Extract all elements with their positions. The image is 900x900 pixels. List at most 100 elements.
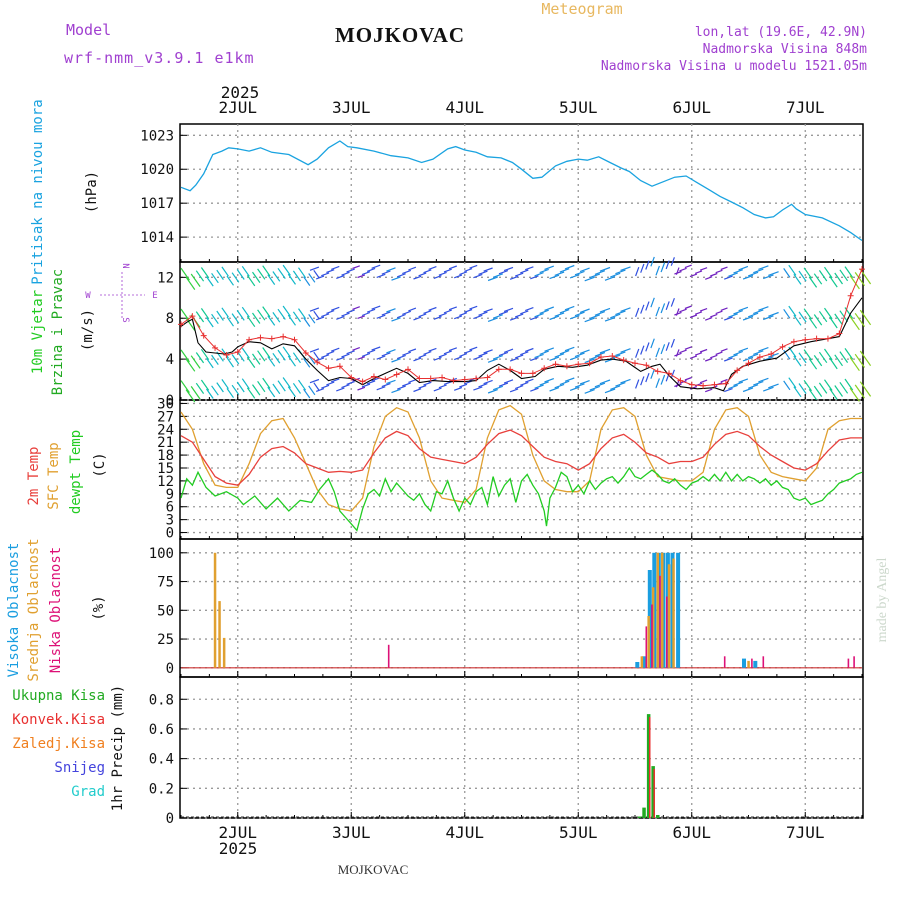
wind-ytick-label: 8 — [166, 311, 174, 327]
wind-arrow — [803, 349, 812, 361]
wind-arrow — [798, 352, 807, 364]
wind-arrow — [589, 355, 601, 360]
wind-arrow — [704, 388, 713, 393]
cloud-bar — [853, 656, 855, 668]
wind-arrow — [185, 276, 196, 290]
day-label-top: 4JUL — [445, 98, 484, 117]
wind-arrow — [483, 267, 493, 272]
cloud-labels: Visoka Oblacnost Srednja Oblacnost Niska… — [6, 538, 107, 681]
wind-arrow — [762, 386, 774, 392]
year-bottom: 2025 — [219, 839, 258, 858]
wind-arrow — [670, 257, 675, 266]
lonlat-label: lon,lat (19.6E, 42.9N) — [695, 25, 867, 40]
wind-arrow — [728, 354, 738, 359]
wind-arrow — [839, 351, 849, 363]
wind-arrow — [813, 385, 823, 397]
wind-arrow — [453, 356, 463, 361]
wind-arrow — [818, 351, 828, 364]
wind-arrow — [559, 349, 570, 355]
wind-arrow — [371, 346, 381, 351]
wind-arrow — [753, 268, 764, 274]
wind-arrow — [610, 385, 621, 390]
wind-arrow — [376, 314, 386, 319]
wind-arrow — [267, 386, 276, 398]
wind-arrow — [313, 382, 320, 391]
precip-legend: Ukupna Kisa Konvek.Kisa Zaledj.Kisa Snij… — [12, 685, 126, 811]
wind-arrow — [704, 276, 713, 280]
wind-arrow — [768, 311, 779, 317]
cloud-ytick-label: 0 — [166, 661, 174, 677]
wind-arrow — [200, 379, 210, 391]
wind-arrow — [487, 388, 498, 394]
wind-arrow — [549, 315, 560, 321]
wind-arrow — [376, 273, 386, 278]
wind-arrow — [313, 269, 320, 279]
wind-gust-marker — [178, 321, 184, 328]
pressure-ytick-label: 1023 — [140, 128, 174, 144]
wind-label-1: 10m Vjetar — [30, 290, 46, 374]
wind-arrow — [689, 273, 698, 278]
wind-arrow — [554, 312, 565, 317]
wind-arrow — [834, 354, 843, 367]
wind-arrow — [640, 376, 645, 386]
precip-ylabel: 1hr Precip (mm) — [110, 685, 126, 811]
cloud-bar — [218, 601, 221, 668]
cloud-bar — [647, 616, 650, 668]
wind-arrow — [376, 355, 386, 360]
day-label-bottom: 6JUL — [672, 823, 711, 842]
wind-arrow — [854, 312, 865, 327]
wind-arrow — [530, 275, 539, 280]
wind-arrow — [665, 260, 670, 270]
wind-arrow — [793, 314, 802, 326]
temp-ytick-label: 27 — [157, 409, 174, 425]
wind-arrow — [453, 386, 463, 391]
wind-arrow — [185, 358, 196, 372]
wind-arrow — [645, 301, 650, 311]
wind-arrow — [478, 311, 488, 316]
wind-arrow — [584, 317, 595, 323]
wind-arrow — [747, 353, 759, 359]
wind-arrow — [829, 388, 838, 400]
pressure-label: Pritisak na nivou mora — [30, 99, 46, 284]
wind-arrow — [559, 309, 570, 314]
wind-arrow — [839, 381, 849, 394]
wind-arrow — [313, 310, 320, 320]
wind-arrow — [473, 273, 483, 279]
day-label-bottom: 5JUL — [559, 823, 598, 842]
wind-arrow — [433, 387, 442, 392]
wind-arrow — [326, 350, 335, 355]
wind-arrow — [298, 308, 307, 320]
wind-gust-marker — [609, 353, 616, 360]
wind-arrow — [849, 275, 860, 290]
wind-arrow — [738, 306, 749, 312]
wind-gust-marker — [552, 361, 559, 368]
wind-arrow — [589, 273, 601, 279]
wind-arrow — [330, 306, 340, 311]
wind-arrow — [492, 385, 504, 391]
wind-arrow — [768, 352, 779, 358]
wind-arrow — [579, 267, 590, 273]
precip-bar — [651, 766, 655, 818]
wind-gust-marker — [359, 378, 366, 385]
wind-arrow — [267, 274, 276, 285]
day-label-bottom: 2JUL — [218, 823, 257, 842]
wind-arrow — [762, 274, 774, 280]
wind-arrow — [620, 266, 631, 272]
wind-arrow — [473, 355, 483, 360]
wind-gust-marker — [268, 335, 275, 342]
wind-gust-marker — [563, 363, 570, 370]
wind-arrow — [635, 348, 640, 358]
wind-arrow — [524, 266, 534, 271]
wind-arrow — [854, 384, 865, 399]
precip-bar — [653, 769, 655, 818]
wind-arrow — [309, 378, 320, 384]
wind-arrow — [849, 357, 860, 372]
wind-arrow — [574, 352, 585, 358]
wind-arrow — [418, 272, 427, 277]
wind-arrow — [376, 386, 386, 391]
wind-arrow — [844, 378, 854, 391]
wind-arrow — [720, 266, 728, 271]
wind-arrow — [813, 273, 823, 285]
wind-arrow — [665, 342, 670, 351]
